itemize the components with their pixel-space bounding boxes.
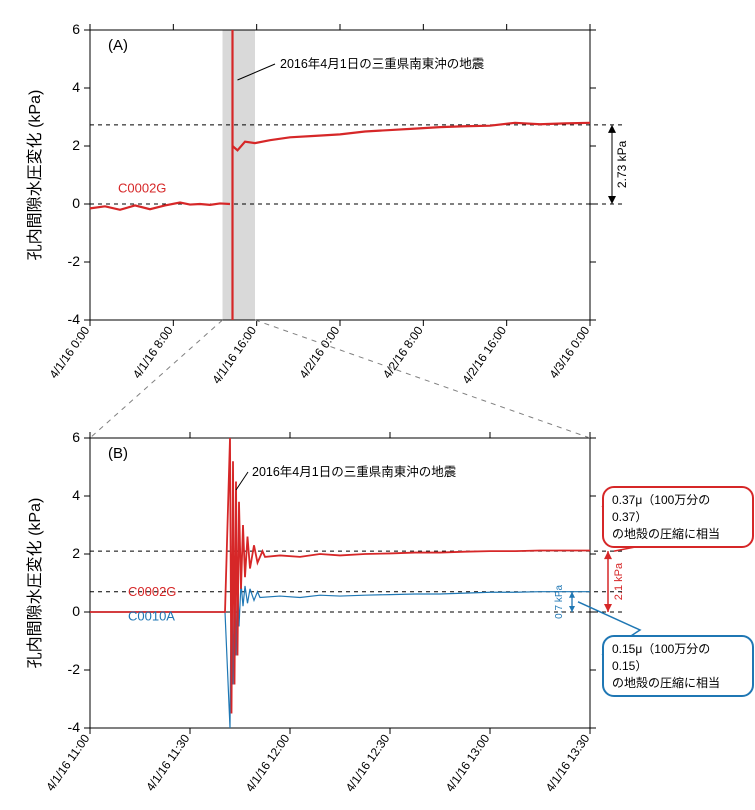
svg-text:-4: -4 <box>68 719 81 735</box>
svg-text:4: 4 <box>72 79 80 95</box>
svg-text:4/2/16 8:00: 4/2/16 8:00 <box>380 323 426 380</box>
svg-text:(B): (B) <box>108 445 128 462</box>
svg-text:6: 6 <box>72 21 80 37</box>
svg-text:(A): (A) <box>108 37 128 54</box>
annotation-text-1: 0.37μ（100万分の0.37）の地殻の圧縮に相当 <box>612 493 720 541</box>
svg-text:C0010A: C0010A <box>128 609 175 624</box>
svg-text:4/2/16 16:00: 4/2/16 16:00 <box>459 323 509 386</box>
svg-text:0.7 kPa: 0.7 kPa <box>554 584 565 618</box>
svg-text:4/1/16 0:00: 4/1/16 0:00 <box>47 323 93 380</box>
svg-text:孔内間隙水圧変化 (kPa): 孔内間隙水圧変化 (kPa) <box>26 498 44 669</box>
svg-text:2.1 kPa: 2.1 kPa <box>613 562 625 600</box>
svg-text:4/2/16 0:00: 4/2/16 0:00 <box>297 323 343 380</box>
svg-text:C0002G: C0002G <box>128 584 176 599</box>
svg-text:2: 2 <box>72 137 80 153</box>
svg-text:4/1/16 13:00: 4/1/16 13:00 <box>443 731 493 794</box>
svg-text:0: 0 <box>72 603 80 619</box>
svg-text:4: 4 <box>72 487 80 503</box>
svg-text:4/1/16 13:30: 4/1/16 13:30 <box>543 731 593 794</box>
annotation-text-2: 0.15μ（100万分の0.15）の地殻の圧縮に相当 <box>612 642 720 690</box>
svg-text:孔内間隙水圧変化 (kPa): 孔内間隙水圧変化 (kPa) <box>26 90 44 261</box>
svg-text:4/1/16 12:00: 4/1/16 12:00 <box>243 731 293 794</box>
svg-text:-4: -4 <box>68 311 81 327</box>
svg-text:4/1/16 16:00: 4/1/16 16:00 <box>209 323 259 386</box>
svg-text:-2: -2 <box>68 661 81 677</box>
svg-text:4/1/16 11:30: 4/1/16 11:30 <box>143 731 192 793</box>
svg-text:2.73 kPa: 2.73 kPa <box>615 140 629 188</box>
svg-text:0: 0 <box>72 195 80 211</box>
figure-container: -4 -2 0 2 4 6 4/1/16 0:00 4/1/16 8:00 4/1/16 16:… <box>0 0 755 810</box>
svg-text:4/1/16 8:00: 4/1/16 8:00 <box>130 323 176 380</box>
svg-text:2: 2 <box>72 545 80 561</box>
annotation-strain-red: 0.37μ（100万分の0.37）の地殻の圧縮に相当 <box>602 486 754 548</box>
annotation-strain-blue: 0.15μ（100万分の0.15）の地殻の圧縮に相当 <box>602 635 754 697</box>
svg-text:4/1/16 12:30: 4/1/16 12:30 <box>343 731 393 794</box>
svg-text:6: 6 <box>72 429 80 445</box>
svg-text:2016年4月1日の三重県南東沖の地震: 2016年4月1日の三重県南東沖の地震 <box>252 464 457 479</box>
svg-text:2016年4月1日の三重県南東沖の地震: 2016年4月1日の三重県南東沖の地震 <box>280 56 485 71</box>
svg-text:C0002G: C0002G <box>118 180 166 195</box>
svg-text:4/3/16 0:00: 4/3/16 0:00 <box>547 323 593 380</box>
svg-text:-2: -2 <box>68 253 81 269</box>
svg-text:4/1/16 11:00: 4/1/16 11:00 <box>43 731 92 793</box>
